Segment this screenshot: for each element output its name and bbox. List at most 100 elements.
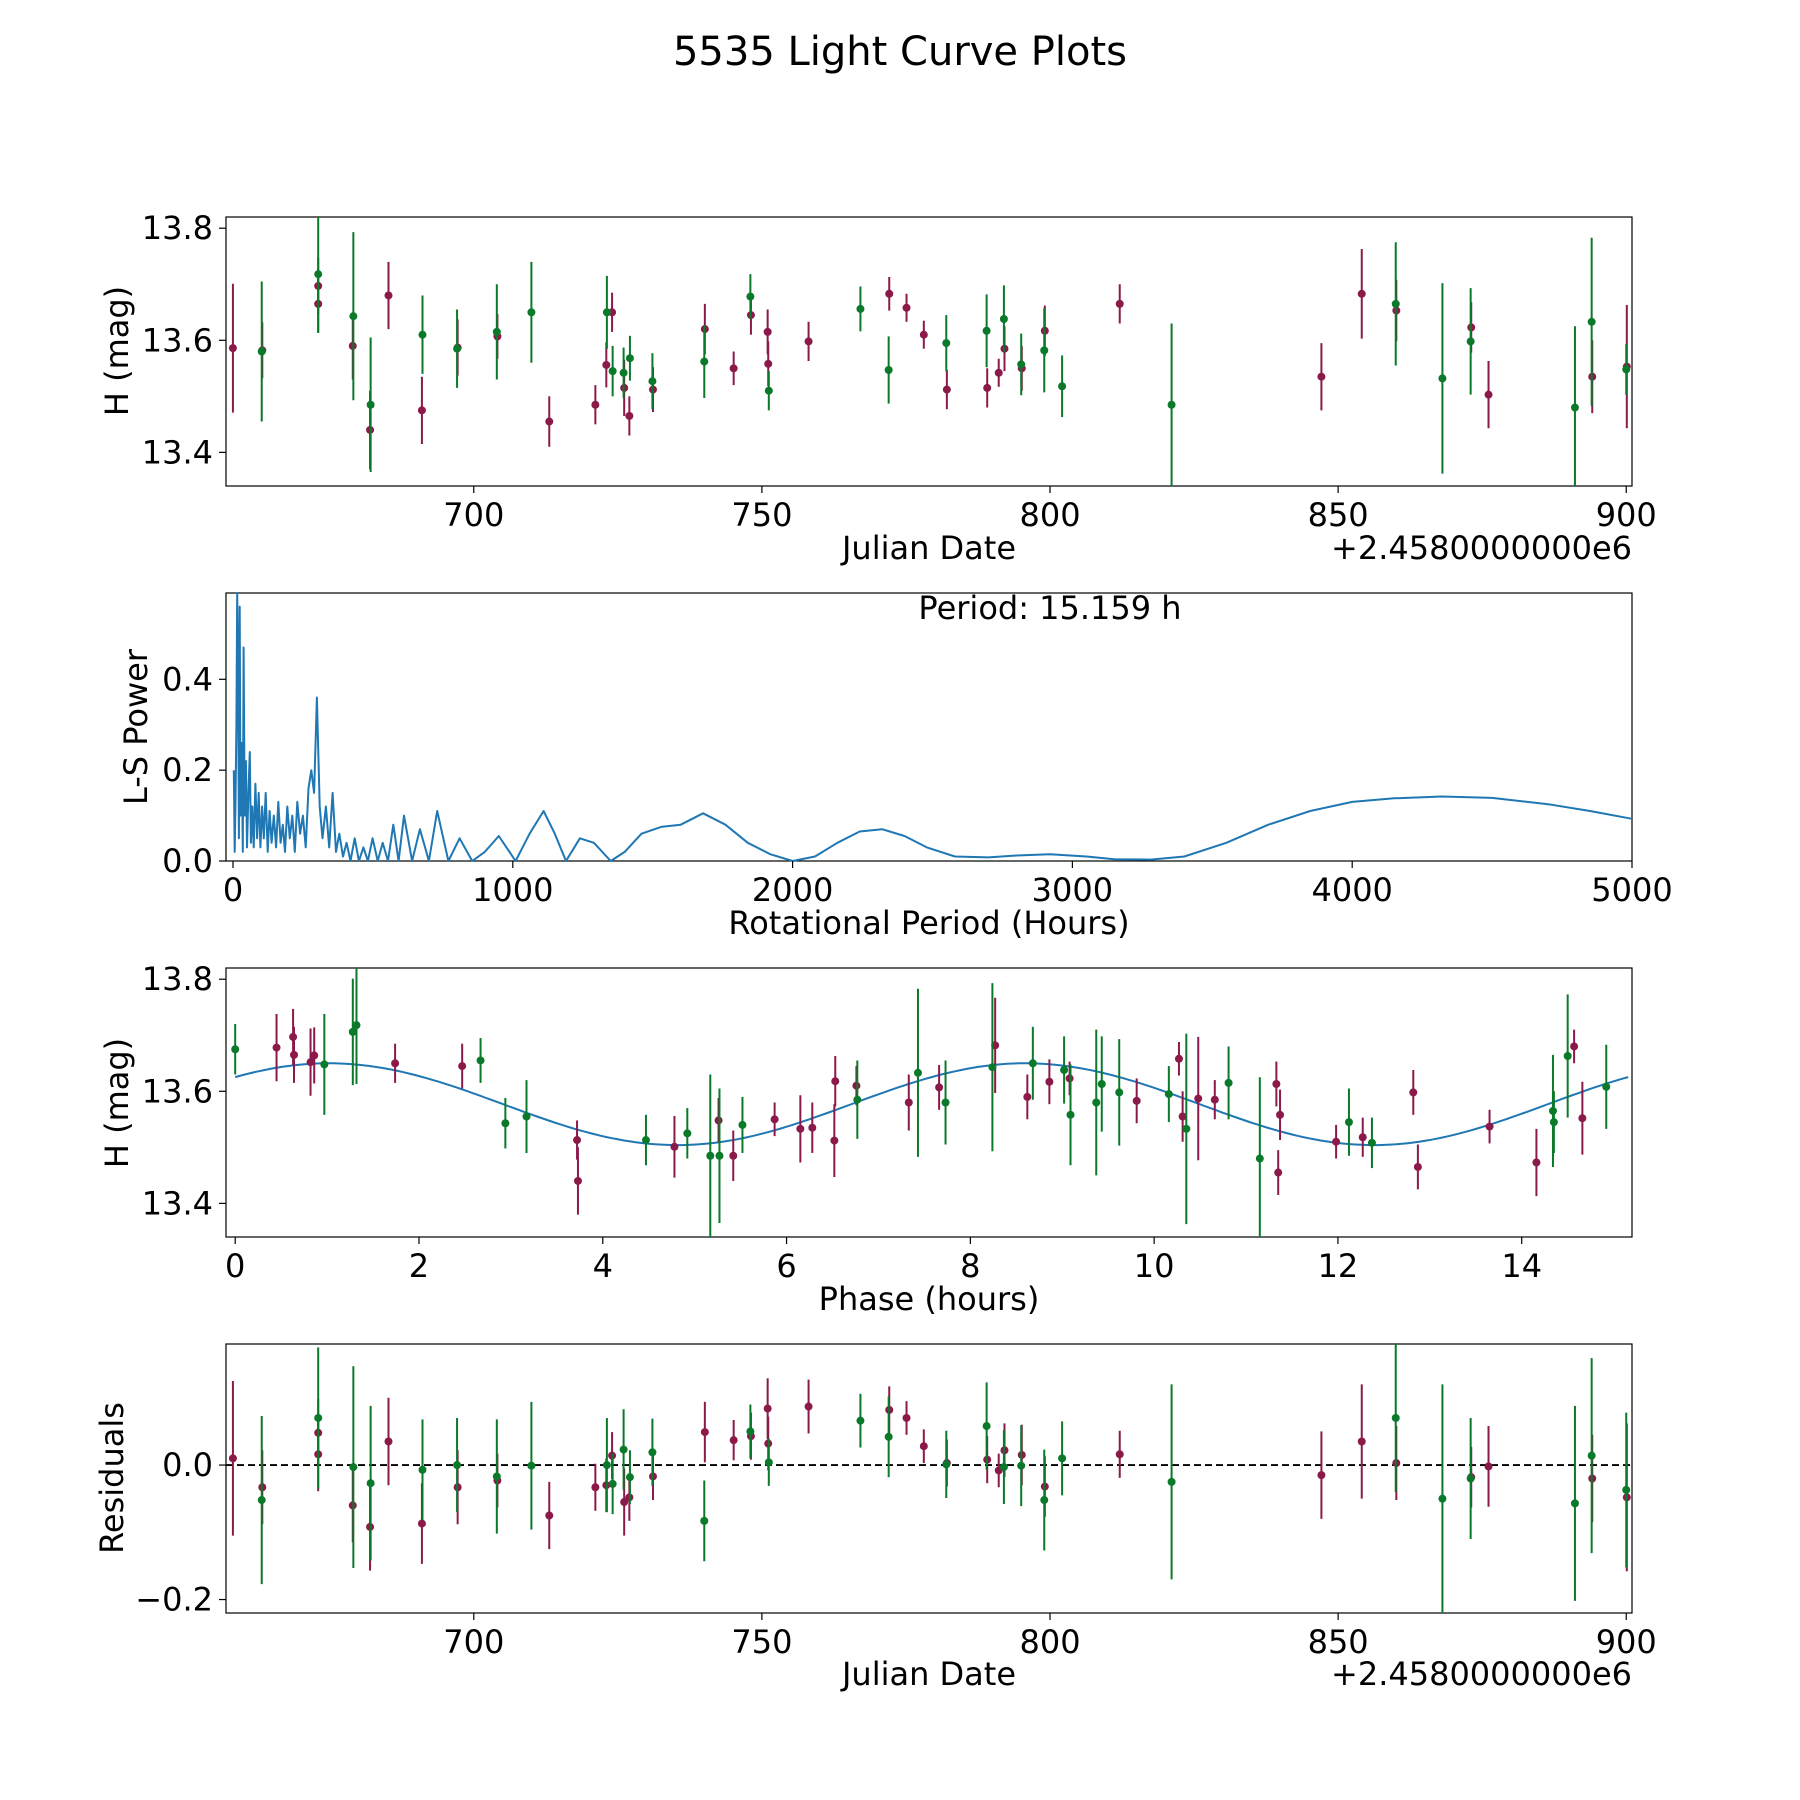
data-point-filter_b	[1587, 1451, 1596, 1460]
data-point-filter_b	[764, 386, 773, 395]
data-point-filter_a	[1023, 1092, 1032, 1101]
xtick-label: 1000	[472, 871, 553, 909]
data-point-filter_b	[1017, 360, 1026, 369]
data-point-filter_b	[527, 1461, 536, 1470]
data-point-filter_b	[942, 339, 951, 348]
ytick-label: 0.2	[162, 751, 213, 789]
data-point-filter_a	[770, 1115, 779, 1124]
data-point-filter_b	[1040, 346, 1049, 355]
data-point-filter_b	[982, 326, 991, 335]
data-point-filter_a	[1174, 1054, 1183, 1063]
data-point-filter_b	[366, 1479, 375, 1488]
residuals-ylabel: Residuals	[93, 1402, 131, 1554]
data-point-filter_b	[1255, 1154, 1264, 1163]
data-point-filter_b	[1466, 337, 1475, 346]
xtick-label: 10	[1134, 1247, 1175, 1285]
data-point-filter_b	[942, 1460, 951, 1469]
data-point-filter_a	[729, 1436, 738, 1445]
data-point-filter_b	[683, 1129, 692, 1138]
data-point-filter_b	[1391, 299, 1400, 308]
data-point-filter_a	[1357, 289, 1366, 298]
data-point-filter_a	[670, 1142, 679, 1151]
data-point-filter_b	[913, 1068, 922, 1077]
residuals-axes-frame	[225, 1343, 1633, 1614]
data-point-filter_a	[310, 1051, 319, 1060]
data-point-filter_b	[453, 1461, 462, 1470]
data-point-filter_b	[1466, 1474, 1475, 1483]
data-point-filter_b	[715, 1151, 724, 1160]
data-point-filter_b	[1164, 1090, 1173, 1099]
data-point-filter_b	[648, 377, 657, 386]
xtick-label: 850	[1308, 496, 1369, 534]
phased-panel: 0 2 4 6 8 10 12 14 13.4 13.6 13.8 Phase (hours) H…	[98, 960, 1633, 1318]
data-point-filter_b	[625, 354, 634, 363]
data-point-filter_a	[1210, 1095, 1219, 1104]
data-point-filter_b	[1058, 1454, 1067, 1463]
data-point-filter_a	[417, 406, 426, 415]
data-point-filter_a	[391, 1059, 400, 1068]
ytick-label: −0.2	[135, 1581, 213, 1619]
data-point-filter_a	[983, 383, 992, 392]
data-point-filter_a	[272, 1043, 281, 1052]
data-point-filter_a	[573, 1176, 582, 1185]
data-point-filter_a	[1357, 1437, 1366, 1446]
lightcurve-ylabel: H (mag)	[98, 286, 136, 416]
data-point-filter_b	[856, 304, 865, 313]
data-point-filter_a	[591, 400, 600, 409]
data-point-filter_b	[1097, 1080, 1106, 1089]
ytick-label: 13.4	[142, 433, 213, 471]
data-point-filter_a	[1484, 390, 1493, 399]
lightcurve-offset-label: +2.4580000000e6	[1331, 529, 1632, 567]
period-annotation: Period: 15.159 h	[918, 589, 1181, 627]
data-point-filter_a	[417, 1519, 426, 1528]
xtick-label: 850	[1308, 1623, 1369, 1661]
data-point-filter_b	[1563, 1051, 1572, 1060]
data-point-filter_b	[1224, 1078, 1233, 1087]
periodogram-ylabel: L-S Power	[117, 648, 155, 805]
data-point-filter_b	[418, 330, 427, 339]
periodogram-data-layer	[232, 592, 1633, 862]
xtick-label: 750	[731, 1623, 792, 1661]
phased-data-layer	[231, 968, 1629, 1237]
data-point-filter_a	[384, 1437, 393, 1446]
data-point-filter_a	[796, 1124, 805, 1133]
xtick-label: 6	[776, 1247, 796, 1285]
data-point-filter_a	[904, 1098, 913, 1107]
data-point-filter_b	[856, 1416, 865, 1425]
data-point-filter_a	[1274, 1168, 1283, 1177]
data-point-filter_b	[738, 1120, 747, 1129]
data-point-filter_b	[1587, 317, 1596, 326]
xtick-label: 5000	[1591, 871, 1672, 909]
data-point-filter_b	[625, 1473, 634, 1482]
data-point-filter_b	[314, 270, 323, 279]
data-point-filter_a	[763, 1404, 772, 1413]
data-point-filter_b	[1060, 1065, 1069, 1074]
data-point-filter_a	[902, 303, 911, 312]
data-point-filter_b	[1622, 1485, 1631, 1494]
ytick-label: 0.0	[162, 842, 213, 880]
data-point-filter_b	[257, 347, 266, 356]
data-point-filter_a	[458, 1062, 467, 1071]
data-point-filter_b	[988, 1063, 997, 1072]
data-point-filter_b	[492, 1472, 501, 1481]
data-point-filter_b	[1570, 403, 1579, 412]
data-point-filter_b	[982, 1422, 991, 1431]
lightcurve-xlabel: Julian Date	[840, 529, 1016, 567]
data-point-filter_b	[1570, 1499, 1579, 1508]
data-point-filter_a	[804, 337, 813, 346]
data-point-filter_b	[853, 1095, 862, 1104]
lightcurve-xticks: 700 750 800 850 900	[443, 486, 1657, 534]
data-point-filter_a	[808, 1123, 817, 1132]
data-point-filter_b	[706, 1151, 715, 1160]
data-point-filter_a	[1178, 1112, 1187, 1121]
xtick-label: 0	[225, 1247, 245, 1285]
data-point-filter_b	[1182, 1124, 1191, 1133]
residuals-yticks: −0.2 0.0	[135, 1446, 226, 1619]
ls-power-line	[232, 592, 1633, 862]
xtick-label: 2	[409, 1247, 429, 1285]
data-point-filter_a	[1332, 1137, 1341, 1146]
data-point-filter_b	[492, 327, 501, 336]
phased-axes-frame	[225, 967, 1633, 1238]
data-point-filter_b	[257, 1496, 266, 1505]
